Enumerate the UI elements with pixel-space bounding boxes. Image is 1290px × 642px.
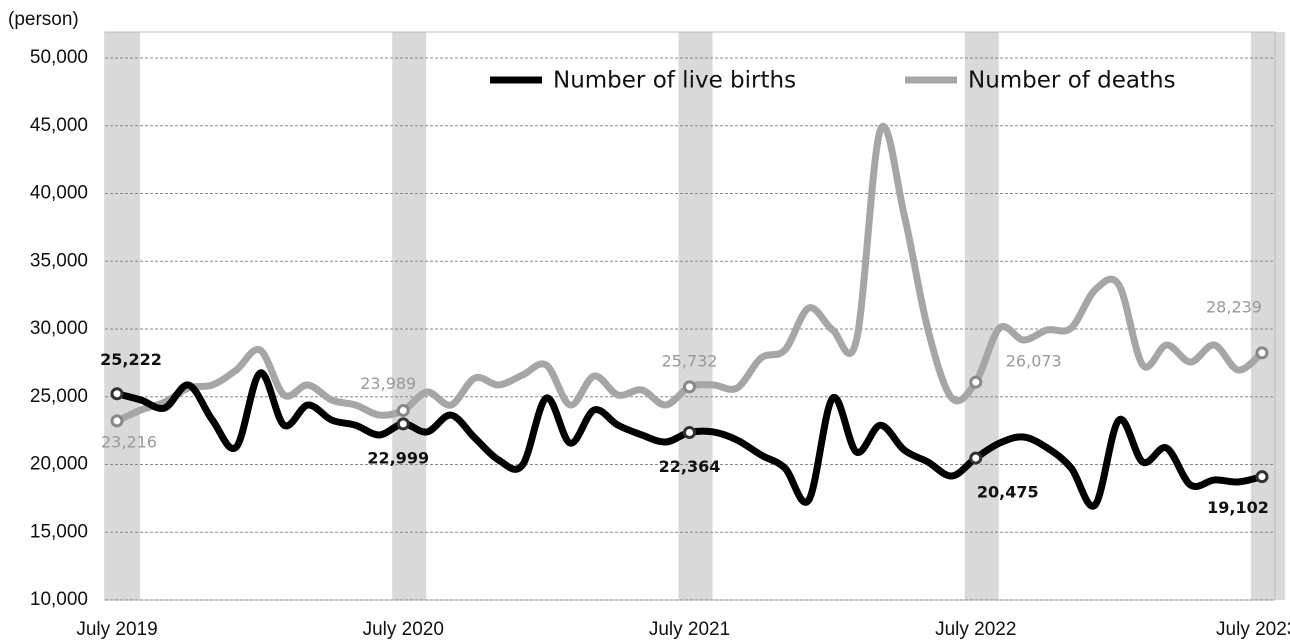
year-band bbox=[106, 32, 140, 600]
y-tick-label: 50,000 bbox=[30, 47, 88, 68]
point-marker bbox=[969, 375, 983, 389]
y-tick-label: 10,000 bbox=[30, 589, 88, 610]
point-marker bbox=[1255, 470, 1269, 484]
point-marker bbox=[1255, 346, 1269, 360]
point-marker bbox=[396, 417, 410, 431]
year-band bbox=[964, 32, 999, 600]
y-tick-label: 15,000 bbox=[30, 521, 88, 542]
y-tick-label: 30,000 bbox=[30, 318, 88, 339]
x-tick-label: July 2020 bbox=[363, 619, 444, 640]
value-label: 25,732 bbox=[662, 351, 718, 370]
x-tick-label: July 2022 bbox=[935, 619, 1016, 640]
value-label: 23,216 bbox=[101, 432, 157, 451]
y-tick-label: 35,000 bbox=[30, 250, 88, 271]
value-label: 22,999 bbox=[367, 448, 429, 467]
value-label: 22,364 bbox=[659, 457, 721, 476]
value-label: 26,073 bbox=[1006, 352, 1062, 371]
x-tick-label: July 2021 bbox=[649, 619, 730, 640]
y-tick-label: 45,000 bbox=[30, 115, 88, 136]
y-axis-title: (person) bbox=[8, 9, 79, 30]
value-label: 19,102 bbox=[1207, 498, 1269, 517]
y-tick-label: 25,000 bbox=[30, 386, 88, 407]
y-tick-label: 20,000 bbox=[30, 454, 88, 475]
point-marker bbox=[969, 451, 983, 465]
year-band bbox=[392, 32, 427, 600]
value-label: 28,239 bbox=[1206, 297, 1262, 316]
series-line bbox=[115, 123, 1265, 425]
value-label: 20,475 bbox=[977, 483, 1039, 502]
value-label: 25,222 bbox=[100, 350, 162, 369]
x-tick-label: July 2023p bbox=[1216, 619, 1290, 640]
point-marker bbox=[110, 414, 124, 428]
point-marker bbox=[110, 387, 124, 401]
point-marker bbox=[396, 403, 410, 417]
value-label: 23,989 bbox=[360, 374, 416, 393]
x-tick-label: July 2019 bbox=[76, 619, 157, 640]
point-marker bbox=[683, 425, 696, 439]
year-band bbox=[678, 32, 713, 600]
year-band bbox=[1251, 32, 1285, 600]
legend-label: Number of live births bbox=[553, 68, 796, 94]
point-marker bbox=[683, 380, 696, 394]
legend-label: Number of deaths bbox=[968, 68, 1176, 94]
y-tick-label: 40,000 bbox=[30, 183, 88, 204]
